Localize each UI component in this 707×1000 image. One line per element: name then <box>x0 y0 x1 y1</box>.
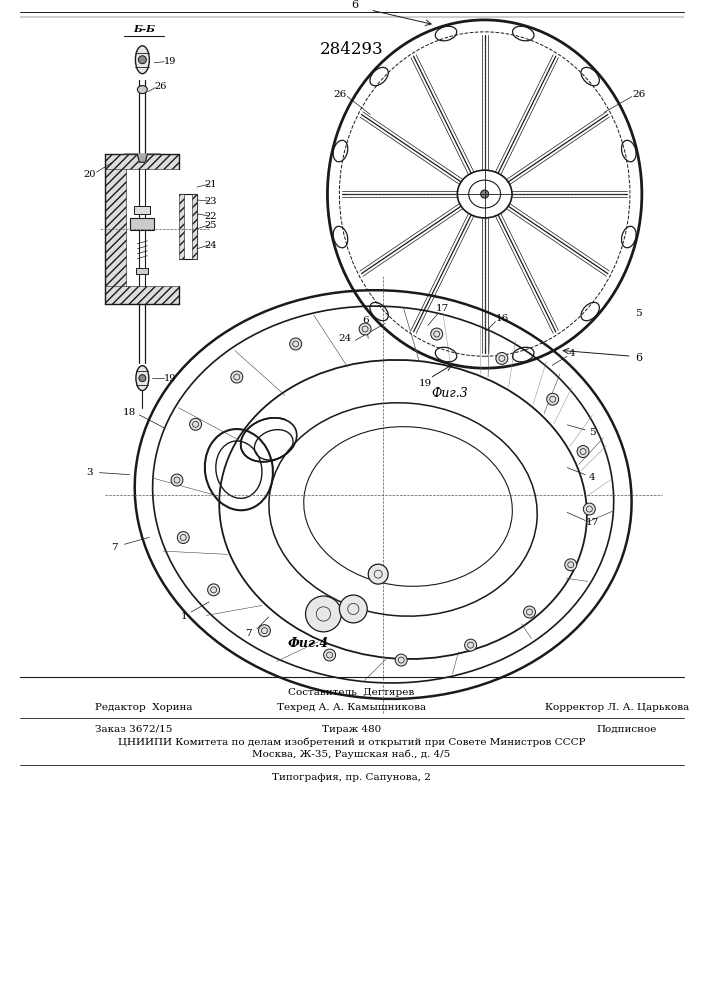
Bar <box>130 218 154 230</box>
Text: 6: 6 <box>362 316 368 325</box>
Text: ЦНИИПИ Комитета по делам изобретений и открытий при Совете Министров СССР: ЦНИИПИ Комитета по делам изобретений и о… <box>117 738 585 747</box>
Text: Подписное: Подписное <box>597 725 657 734</box>
Circle shape <box>359 323 371 335</box>
Circle shape <box>523 606 535 618</box>
Circle shape <box>290 338 302 350</box>
Text: 24: 24 <box>339 334 352 343</box>
Text: 26: 26 <box>154 82 166 91</box>
Bar <box>105 154 179 169</box>
Text: Москва, Ж-35, Раушская наб., д. 4/5: Москва, Ж-35, Раушская наб., д. 4/5 <box>252 749 450 759</box>
Text: 25: 25 <box>205 221 217 230</box>
Text: Составитель  Дегтярев: Составитель Дегтярев <box>288 688 414 697</box>
Bar <box>179 194 184 259</box>
Text: 7: 7 <box>111 543 118 552</box>
Text: 18: 18 <box>123 408 136 417</box>
Text: Фиг.3: Фиг.3 <box>431 387 468 400</box>
Text: 3: 3 <box>86 468 93 477</box>
Circle shape <box>368 564 388 584</box>
Bar <box>105 154 127 304</box>
Text: 5: 5 <box>636 309 642 318</box>
Text: Б-Б: Б-Б <box>134 25 156 34</box>
Ellipse shape <box>136 46 149 74</box>
Circle shape <box>259 625 270 637</box>
Text: 16: 16 <box>496 314 509 323</box>
Circle shape <box>547 393 559 405</box>
Text: 20: 20 <box>83 170 96 179</box>
Text: 6: 6 <box>636 353 643 363</box>
Text: 7: 7 <box>245 629 252 638</box>
Circle shape <box>464 639 477 651</box>
Text: 4: 4 <box>589 473 595 482</box>
Text: Заказ 3672/15: Заказ 3672/15 <box>95 725 172 734</box>
Text: 19: 19 <box>164 57 177 66</box>
Ellipse shape <box>136 366 149 391</box>
Text: 17: 17 <box>436 304 450 313</box>
Text: 23: 23 <box>205 197 217 206</box>
Circle shape <box>395 654 407 666</box>
Text: 284293: 284293 <box>320 41 383 58</box>
Circle shape <box>583 503 595 515</box>
Circle shape <box>139 56 146 64</box>
Circle shape <box>139 375 146 382</box>
Circle shape <box>339 595 367 623</box>
Text: 1: 1 <box>181 612 187 621</box>
Text: 19: 19 <box>419 379 431 388</box>
Text: Тираж 480: Тираж 480 <box>322 725 381 734</box>
Ellipse shape <box>137 86 147 94</box>
Circle shape <box>177 532 189 544</box>
Text: Фиг.4: Фиг.4 <box>288 637 329 650</box>
Circle shape <box>189 418 201 430</box>
Circle shape <box>305 596 341 632</box>
Text: Техред А. А. Камышникова: Техред А. А. Камышникова <box>276 703 426 712</box>
Circle shape <box>324 649 336 661</box>
Bar <box>134 206 151 214</box>
Text: Редактор  Хорина: Редактор Хорина <box>95 703 192 712</box>
Circle shape <box>208 584 220 596</box>
Text: 22: 22 <box>205 212 217 221</box>
Bar <box>136 268 148 274</box>
Circle shape <box>496 352 508 364</box>
Text: 26: 26 <box>632 90 645 99</box>
Circle shape <box>565 559 577 571</box>
Polygon shape <box>124 154 160 162</box>
Text: 5: 5 <box>589 428 595 437</box>
Text: 24: 24 <box>205 241 217 250</box>
Circle shape <box>171 474 183 486</box>
Bar <box>105 286 179 304</box>
Circle shape <box>431 328 443 340</box>
Bar <box>192 194 197 259</box>
Text: 21: 21 <box>205 180 217 189</box>
Circle shape <box>231 371 243 383</box>
Text: 4: 4 <box>569 349 575 358</box>
Text: 6: 6 <box>352 0 359 10</box>
Circle shape <box>481 190 489 198</box>
Text: 19: 19 <box>164 374 177 383</box>
Circle shape <box>577 446 589 458</box>
Text: Корректор Л. А. Царькова: Корректор Л. А. Царькова <box>545 703 689 712</box>
Text: 26: 26 <box>334 90 347 99</box>
Text: 17: 17 <box>585 518 599 527</box>
Text: Типография, пр. Сапунова, 2: Типография, пр. Сапунова, 2 <box>272 773 431 782</box>
